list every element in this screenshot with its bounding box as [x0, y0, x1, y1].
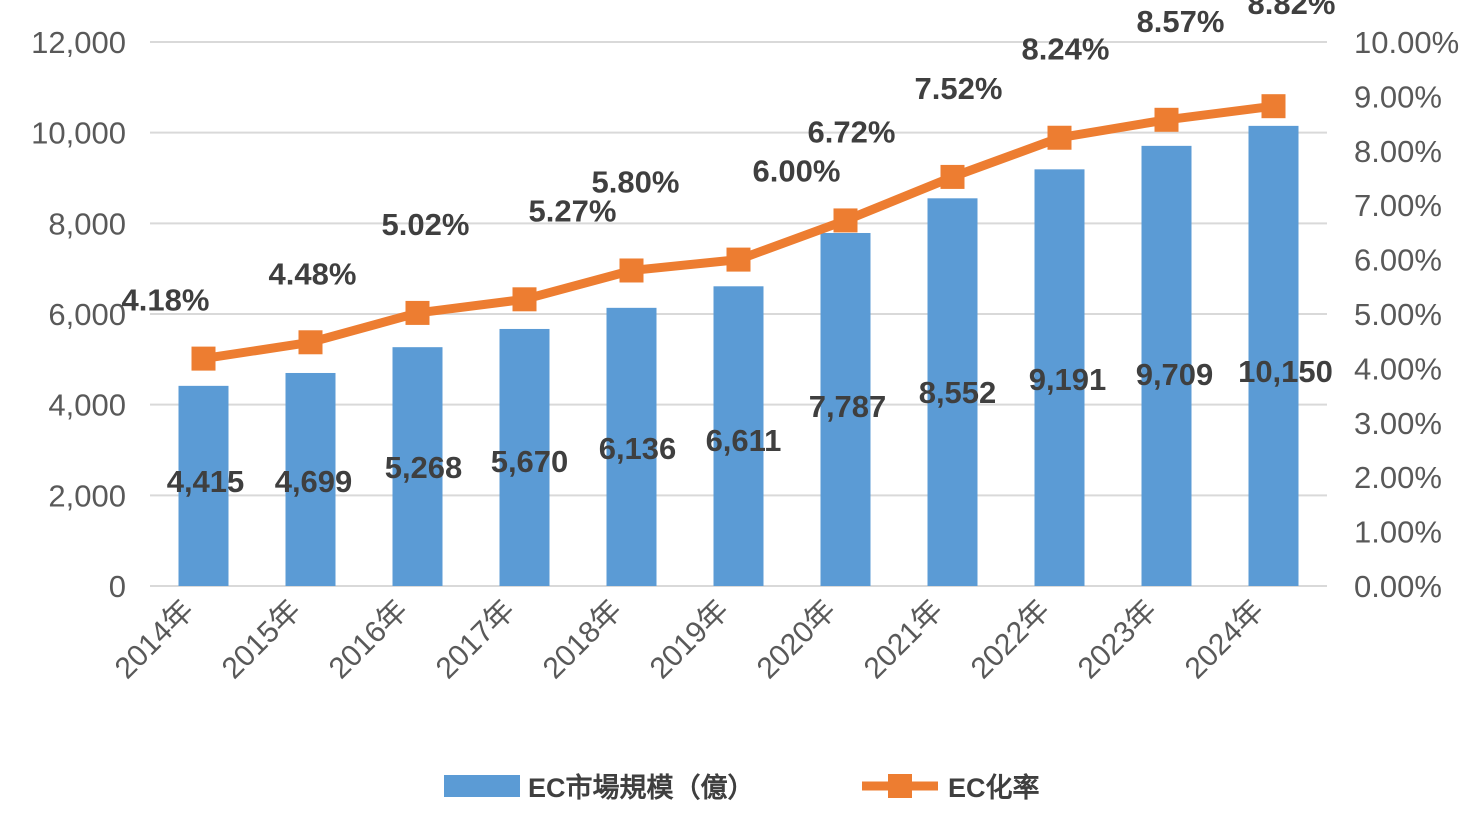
bar-series — [178, 125, 1299, 587]
bar-value-label: 8,552 — [919, 375, 997, 410]
line-value-label: 7.52% — [915, 71, 1003, 106]
chart-legend: EC市場規模（億） EC化率 — [444, 772, 1040, 803]
right-axis-tick-label: 5.00% — [1354, 297, 1442, 332]
bar — [392, 347, 443, 586]
bar-value-label: 9,191 — [1029, 362, 1107, 397]
bar-value-label: 7,787 — [809, 389, 887, 424]
line-value-label: 5.02% — [382, 207, 470, 242]
line-data-labels: 4.18% 4.48% 5.02% 5.27%5.80% 6.00% 6.72% 7.52%… — [122, 0, 1336, 318]
line-marker — [726, 247, 751, 272]
legend-line-marker — [888, 774, 912, 798]
line-value-label: 6.00% — [753, 154, 841, 189]
right-axis-tick-label: 7.00% — [1354, 188, 1442, 223]
left-axis-tick-label: 4,000 — [48, 388, 126, 423]
legend-label-ec-ratio: EC化率 — [948, 772, 1040, 803]
bar — [1248, 125, 1299, 586]
right-axis-tick-label: 1.00% — [1354, 515, 1442, 550]
bar — [927, 198, 978, 586]
bar — [1034, 169, 1085, 586]
bar-value-label: 9,709 — [1136, 357, 1214, 392]
left-axis-tick-label: 2,000 — [48, 478, 126, 513]
line-marker — [1261, 94, 1286, 119]
right-value-axis: 10.00% 9.00% 8.00% 7.00% 6.00% 5.00% 4.00% 3.00… — [1354, 25, 1459, 604]
bar-value-label: 4,699 — [275, 464, 353, 499]
bar — [499, 328, 550, 586]
bar-value-label: 5,268 — [385, 450, 463, 485]
line-series — [191, 94, 1286, 371]
legend-label-ec-market-size: EC市場規模（億） — [528, 772, 755, 803]
bar-value-label: 10,150 — [1238, 354, 1333, 389]
line-marker — [298, 330, 323, 355]
line-value-label: 4.18% — [122, 283, 210, 318]
right-axis-tick-label: 6.00% — [1354, 243, 1442, 278]
line-marker — [1154, 107, 1179, 132]
bar — [285, 372, 336, 586]
left-axis-tick-label: 12,000 — [31, 25, 126, 60]
line-marker — [619, 258, 644, 283]
right-axis-tick-label: 8.00% — [1354, 134, 1442, 169]
bar-value-label: 6,611 — [706, 423, 782, 458]
bar-value-label: 4,415 — [167, 464, 245, 499]
left-axis-tick-label: 0 — [109, 569, 126, 604]
right-axis-tick-label: 0.00% — [1354, 569, 1442, 604]
right-axis-tick-label: 2.00% — [1354, 460, 1442, 495]
bar — [1141, 145, 1192, 586]
bar — [606, 307, 657, 586]
line-value-label: 8.57% — [1137, 4, 1225, 39]
left-axis-tick-label: 8,000 — [48, 206, 126, 241]
line-marker — [833, 208, 858, 233]
line-marker — [512, 287, 537, 312]
line-value-label: 5.27% — [529, 193, 617, 228]
left-axis-tick-label: 10,000 — [31, 116, 126, 151]
left-axis-tick-label: 6,000 — [48, 297, 126, 332]
legend-bar-swatch — [444, 775, 520, 797]
line-marker — [1047, 125, 1072, 150]
right-axis-tick-label: 10.00% — [1354, 25, 1459, 60]
bar-value-label: 6,136 — [599, 431, 677, 466]
line-value-label: 5.80% — [592, 164, 680, 199]
line-marker — [405, 300, 430, 325]
left-value-axis: 12,000 10,000 8,000 6,000 4,000 2,000 0 — [31, 25, 126, 604]
line-value-label: 4.48% — [269, 256, 357, 291]
bar — [820, 232, 871, 587]
bar-data-labels: 4,415 4,699 5,268 5,670 6,136 6,611 7,787 8,552… — [167, 354, 1333, 499]
bar — [713, 286, 764, 586]
right-axis-tick-label: 9.00% — [1354, 79, 1442, 114]
line-value-label: 8.82% — [1248, 0, 1336, 21]
line-value-label: 8.24% — [1022, 32, 1110, 67]
bar — [178, 385, 229, 586]
bar-value-label: 5,670 — [491, 444, 569, 479]
line-value-label: 6.72% — [808, 114, 896, 149]
line-marker — [191, 346, 216, 371]
line-marker — [940, 164, 965, 189]
right-axis-tick-label: 3.00% — [1354, 406, 1442, 441]
right-axis-tick-label: 4.00% — [1354, 351, 1442, 386]
